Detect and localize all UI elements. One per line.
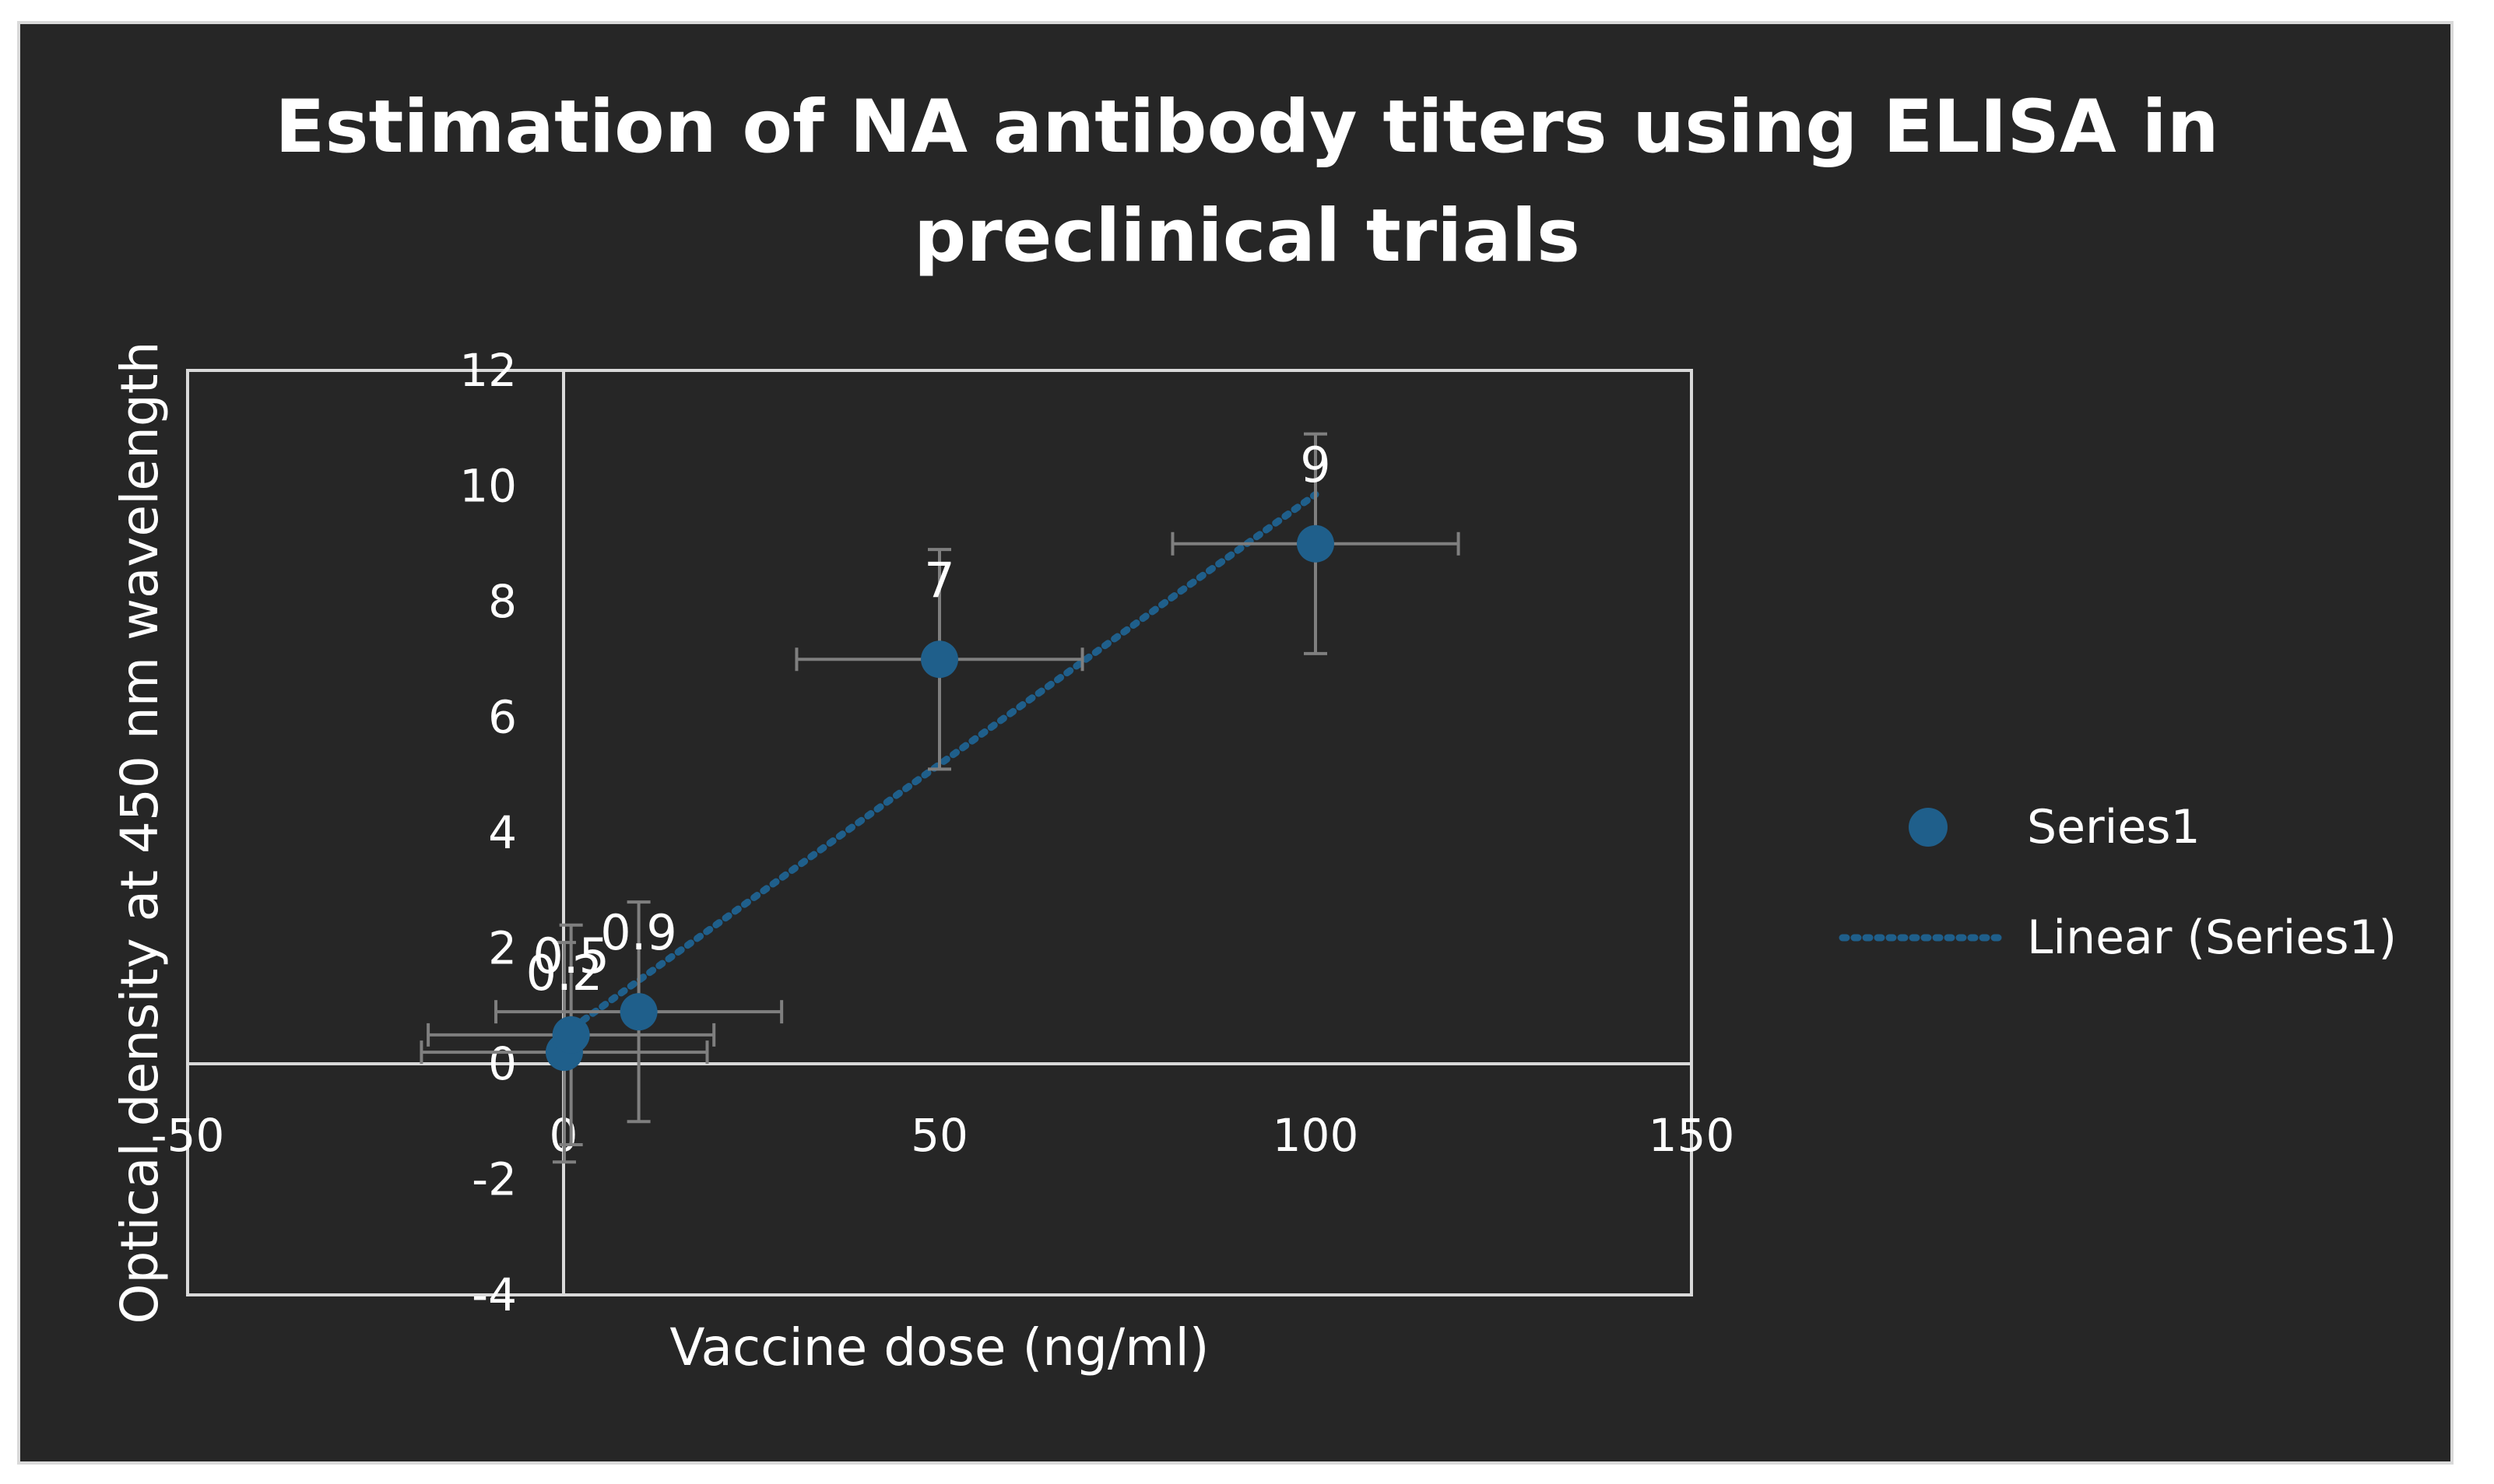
data-points <box>545 524 1334 1072</box>
y-tick-label: 2 <box>488 922 517 975</box>
data-point <box>921 640 958 679</box>
y-tick-label: -2 <box>472 1153 517 1206</box>
x-tick-label: 100 <box>1273 1109 1359 1162</box>
data-point <box>620 993 658 1031</box>
x-tick-label: 50 <box>911 1109 968 1162</box>
plot-area-border <box>186 369 1693 1296</box>
data-label: 0.9 <box>600 904 677 961</box>
chart-title-line-2: preclinical trials <box>914 194 1580 279</box>
x-tick-label: 150 <box>1649 1109 1735 1162</box>
y-tick-label: 10 <box>459 460 517 513</box>
y-tick-label: 12 <box>459 344 517 397</box>
data-label: 0.5 <box>532 928 609 984</box>
data-point <box>552 1016 590 1054</box>
y-axis-title: Optical density at 450 nm wavelength <box>110 342 170 1324</box>
data-label: 9 <box>1300 437 1330 493</box>
y-tick-label: 8 <box>488 575 517 628</box>
y-tick-label: -4 <box>472 1268 517 1321</box>
legend-label-trendline: Linear (Series1) <box>2027 910 2397 965</box>
chart-area <box>17 21 2454 1465</box>
data-labels: 0.20.50.9 7 9 <box>526 437 1331 1002</box>
data-point <box>1297 524 1334 563</box>
chart-title-line-1: Estimation of NA antibody titers using E… <box>275 85 2218 170</box>
x-axis-title: Vaccine dose (ng/ml) <box>669 1317 1209 1377</box>
legend-marker-series1 <box>1909 808 1948 847</box>
data-label: 0.2 <box>526 945 603 1002</box>
data-label: 7 <box>924 552 954 609</box>
legend: Series1 Linear (Series1) <box>1839 800 2397 965</box>
y-tick-label: 6 <box>488 691 517 744</box>
legend-label-series1: Series1 <box>2027 800 2201 854</box>
y-tick-label: 4 <box>488 806 517 859</box>
y-tick-label: 0 <box>488 1037 517 1090</box>
x-tick-label: -50 <box>151 1109 225 1162</box>
